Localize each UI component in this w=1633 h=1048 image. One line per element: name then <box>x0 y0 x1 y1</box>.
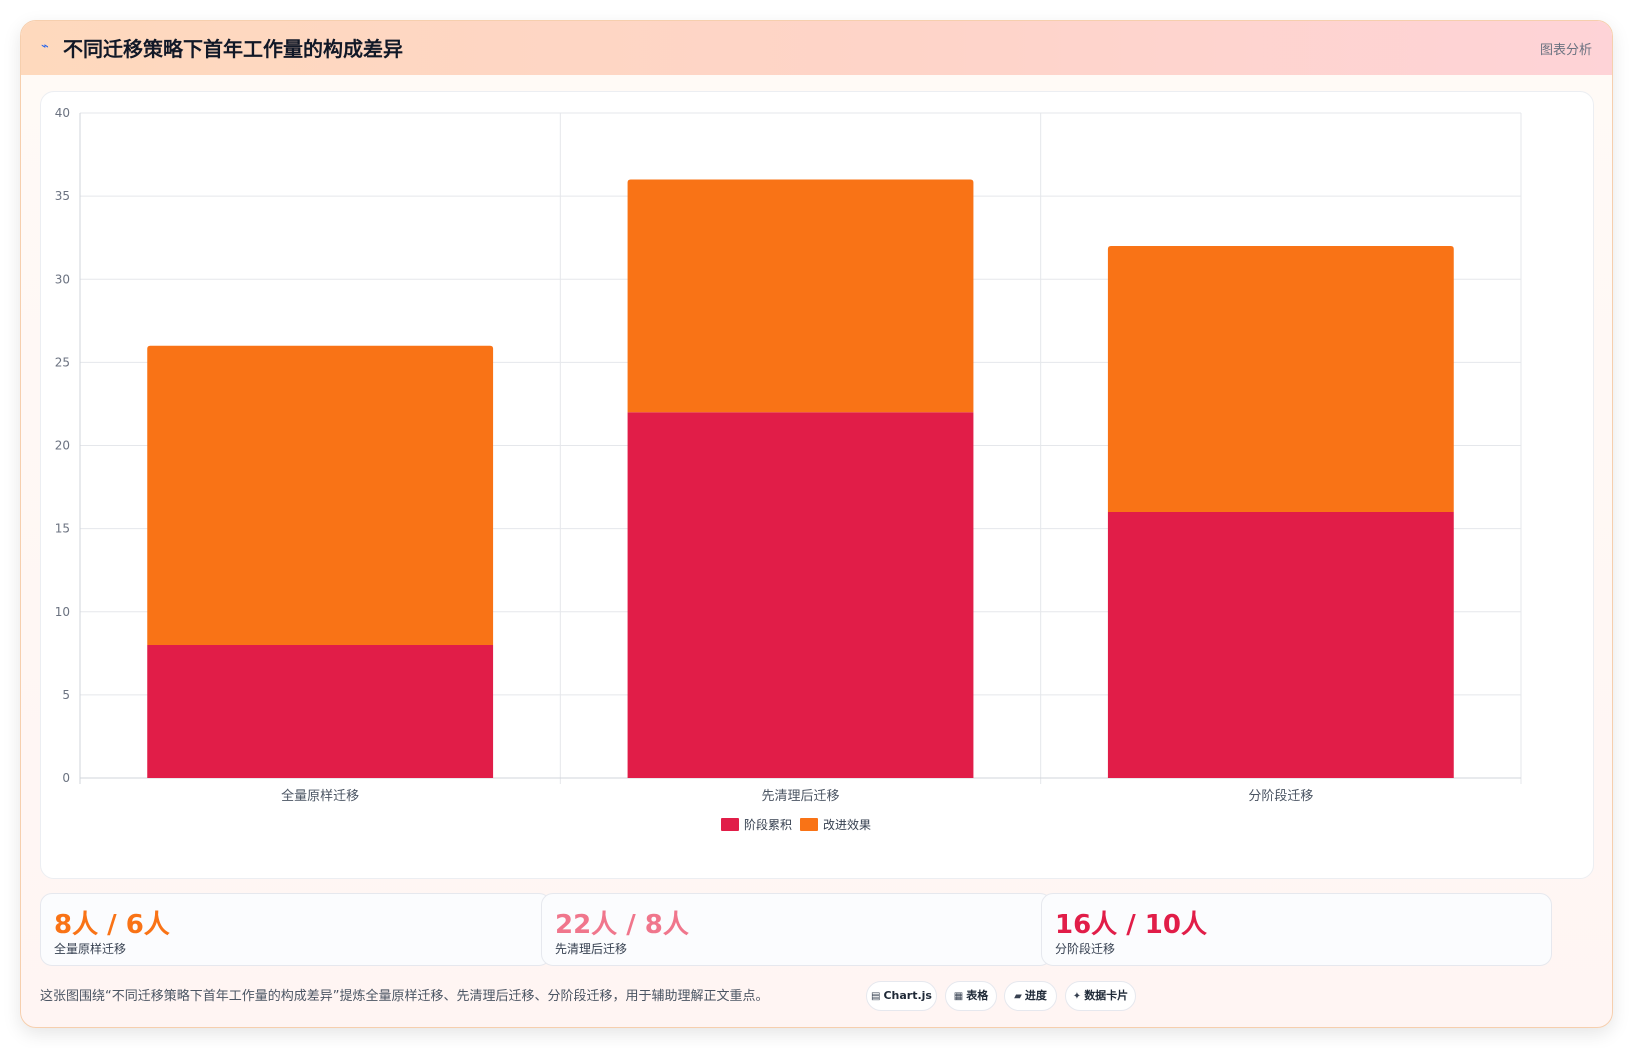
stat-label: 分阶段迁移 <box>1055 942 1116 956</box>
y-tick-label: 0 <box>62 771 70 785</box>
bar-segment <box>147 345 494 645</box>
stat-card-cleanup: 22人 / 8人 先清理后迁移 <box>541 893 1052 966</box>
bar-segment <box>627 179 974 413</box>
x-tick-label: 先清理后迁移 <box>761 789 839 804</box>
stat-card-full: 8人 / 6人 全量原样迁移 <box>40 893 551 966</box>
chart-panel: ⌁ 不同迁移策略下首年工作量的构成差异 图表分析 0 5 10 15 20 25 30 35 4… <box>20 20 1613 1028</box>
panel-header: ⌁ 不同迁移策略下首年工作量的构成差异 图表分析 <box>21 21 1612 75</box>
legend-label: 改进效果 <box>823 817 871 832</box>
y-tick-label: 10 <box>55 605 70 619</box>
y-tick-label: 30 <box>55 272 70 286</box>
tag-chartjs[interactable]: ▤ Chart.js <box>866 981 937 1011</box>
y-tick-label: 15 <box>55 522 70 536</box>
stat-value: 22人 / 8人 <box>555 910 689 940</box>
page-title: 不同迁移策略下首年工作量的构成差异 <box>63 37 403 61</box>
legend-swatch <box>800 818 818 831</box>
sparkline-icon: ⌁ <box>41 39 49 54</box>
y-tick-label: 5 <box>62 688 70 702</box>
y-tick-label: 40 <box>55 106 70 120</box>
y-tick-label: 25 <box>55 355 70 369</box>
y-tick-label: 20 <box>55 439 70 453</box>
y-tick-label: 35 <box>55 189 70 203</box>
legend-label: 阶段累积 <box>744 817 792 832</box>
x-tick-label: 分阶段迁移 <box>1248 789 1313 804</box>
header-badge: 图表分析 <box>1539 43 1592 58</box>
tag-label: 表格 <box>966 989 989 1002</box>
x-tick-label: 全量原样迁移 <box>281 788 359 804</box>
bar-segment <box>147 645 494 778</box>
tag-progress[interactable]: ▰ 进度 <box>1004 981 1057 1011</box>
footer-description: 这张图围绕“不同迁移策略下首年工作量的构成差异”提炼全量原样迁移、先清理后迁移、… <box>40 989 769 1004</box>
sparkle-icon: ✦ <box>1072 991 1082 1002</box>
stat-label: 全量原样迁移 <box>54 942 127 956</box>
chart-card: 0 5 10 15 20 25 30 35 40 全量原样迁移 先清理后迁移 分阶段迁移阶段累积 改进效… <box>40 91 1594 879</box>
bar-segment <box>1107 512 1454 778</box>
tag-data-cards[interactable]: ✦ 数据卡片 <box>1065 981 1136 1011</box>
table-icon: ▦ <box>953 991 964 1002</box>
chart-icon: ▤ <box>871 991 881 1002</box>
tag-label: 数据卡片 <box>1084 989 1129 1002</box>
tag-label: 进度 <box>1024 989 1047 1002</box>
stat-label: 先清理后迁移 <box>555 942 628 956</box>
tag-label: Chart.js <box>883 989 932 1002</box>
tag-table[interactable]: ▦ 表格 <box>945 981 997 1011</box>
progress-icon: ▰ <box>1014 991 1022 1002</box>
legend-swatch <box>721 818 739 831</box>
stat-value: 16人 / 10人 <box>1055 910 1207 940</box>
stat-value: 8人 / 6人 <box>54 910 170 940</box>
bar-segment <box>627 412 974 778</box>
bar-segment <box>1107 246 1454 512</box>
stat-card-phased: 16人 / 10人 分阶段迁移 <box>1041 893 1552 966</box>
